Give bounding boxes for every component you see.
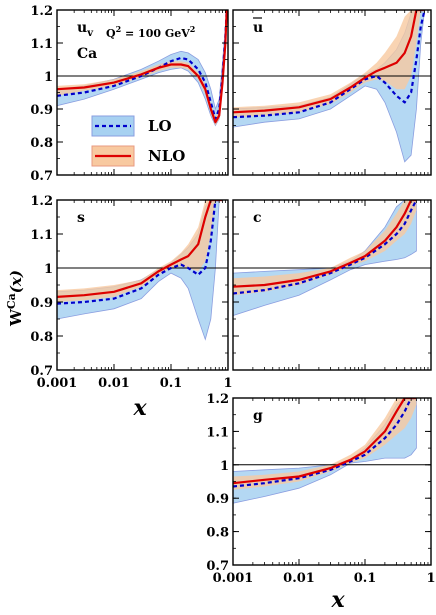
nlo-series-line xyxy=(233,200,417,288)
nlo-series-line xyxy=(57,200,223,298)
lo-series-line xyxy=(233,10,426,119)
panel-label: u xyxy=(253,20,263,36)
panel-label: c xyxy=(253,210,262,226)
plot-area xyxy=(57,200,228,341)
lo-series-line xyxy=(57,200,223,305)
y-tick-label: 0.8 xyxy=(206,526,229,541)
x-axis-label-right: x xyxy=(330,587,345,613)
x-tick-label: 0.01 xyxy=(283,571,315,586)
y-tick-label: 1.2 xyxy=(206,392,229,407)
y-tick-label: 0.9 xyxy=(30,103,53,118)
y-tick-label: 1 xyxy=(44,262,53,277)
x-tick-label: 0.001 xyxy=(37,376,78,391)
legend-nlo-label: NLO xyxy=(148,147,185,165)
y-tick-label: 0.8 xyxy=(30,330,53,345)
legend-lo-label: LO xyxy=(148,117,172,135)
x-tick-label: 0.1 xyxy=(160,376,183,391)
x-tick-label: 0.1 xyxy=(354,571,377,586)
nlo-uncertainty-band xyxy=(233,10,425,118)
panel-label-sub: v xyxy=(86,28,94,39)
y-tick-label: 1.2 xyxy=(30,194,53,209)
panel-c: c xyxy=(232,199,432,371)
x-tick-label: 1 xyxy=(426,571,435,586)
scale-label: Q2 = 100 GeV2 xyxy=(106,24,195,40)
x-tick-label: 0.01 xyxy=(98,376,130,391)
panel-label: uv xyxy=(77,20,94,39)
x-tick-label: 1 xyxy=(223,376,232,391)
y-tick-label: 1.1 xyxy=(30,228,53,243)
plot-area xyxy=(233,200,431,317)
panel-label: g xyxy=(253,408,263,424)
y-tick-label: 0.9 xyxy=(30,296,53,311)
lo-series-line xyxy=(233,398,417,488)
panel-u: u xyxy=(232,9,432,176)
x-tick-label: 0.001 xyxy=(213,571,254,586)
nlo-series-line xyxy=(57,10,228,124)
panel-u-valence: 0.7 0.8 0.9 1 1.1 1.2 uv Ca Q2 = 100 GeV2 xyxy=(30,4,229,184)
y-tick-label: 0.7 xyxy=(206,559,229,574)
y-tick-label: 0.7 xyxy=(30,169,53,184)
plot-area xyxy=(233,10,431,163)
y-tick-label: 0.7 xyxy=(30,364,53,379)
y-tick-label: 0.9 xyxy=(206,492,229,507)
y-tick-label: 1.1 xyxy=(30,37,53,52)
nlo-uncertainty-band xyxy=(57,200,223,302)
y-tick-label: 0.8 xyxy=(30,136,53,151)
x-axis-label-left: x xyxy=(132,395,147,421)
y-axis-label: WCa(x) xyxy=(5,270,25,327)
panel-g: 0.7 0.8 0.9 1 1.1 1.2 0.001 0.01 0.1 1 g xyxy=(206,392,435,586)
y-tick-label: 1.2 xyxy=(30,4,53,19)
legend: LO NLO xyxy=(91,115,185,167)
plot-area xyxy=(233,398,431,504)
nlo-uncertainty-band xyxy=(57,10,227,126)
nlo-series-line xyxy=(233,10,425,114)
panels: 0.7 0.8 0.9 1 1.1 1.2 uv Ca Q2 = 100 GeV2 u 0.7 0.8… xyxy=(30,4,435,586)
y-tick-label: 1.1 xyxy=(206,425,229,440)
y-tick-label: 1 xyxy=(220,459,229,474)
y-tick-label: 1 xyxy=(44,70,53,85)
panel-s: 0.7 0.8 0.9 1 1.1 1.2 0.001 0.01 0.1 1 s xyxy=(30,194,232,391)
panel-label: s xyxy=(77,210,85,226)
nucleus-label: Ca xyxy=(77,46,97,62)
nlo-series-line xyxy=(233,398,417,485)
